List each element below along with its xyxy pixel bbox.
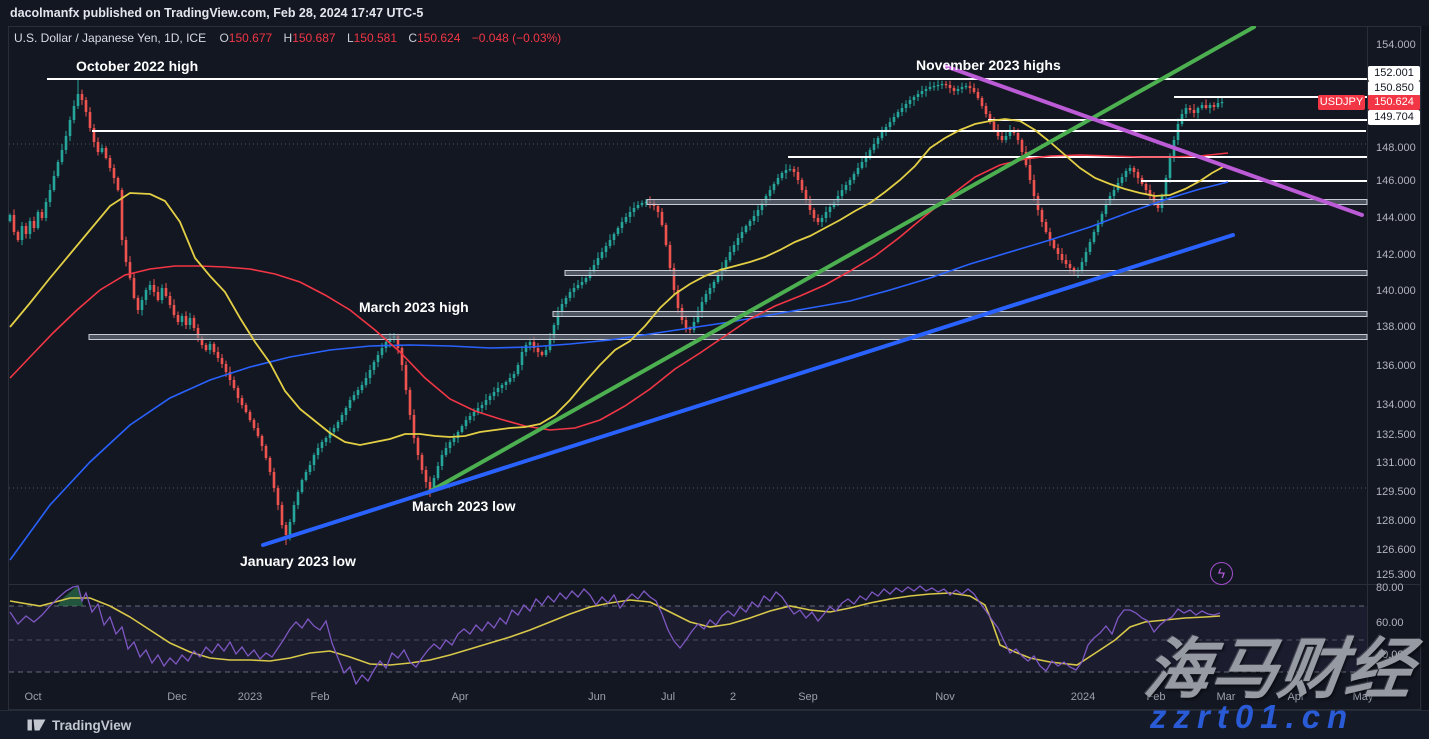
published-text: dacolmanfx published on TradingView.com,… (10, 6, 424, 20)
high-label: H (283, 31, 293, 45)
main-chart-pane[interactable] (8, 26, 1368, 584)
time-axis-label: Feb (1146, 691, 1166, 703)
price-axis-tick: 136.000 (1376, 360, 1416, 372)
price-axis-tick: 148.000 (1376, 142, 1416, 154)
price-axis-tick: 144.000 (1376, 212, 1416, 224)
rsi-indicator-pane[interactable] (8, 584, 1368, 685)
annotation-january-2023-low[interactable]: January 2023 low (240, 553, 356, 569)
price-axis-tick: 131.000 (1376, 457, 1416, 469)
ma-100-line (9, 152, 1229, 431)
gray-zone-band (552, 311, 1368, 317)
time-axis-label: 2023 (237, 691, 263, 703)
rsi-overbought-fill (57, 586, 83, 606)
change-value: −0.048 (−0.03%) (471, 31, 562, 45)
annotation-march-2023-low[interactable]: March 2023 low (412, 498, 516, 514)
time-axis-label: Apr (1287, 691, 1305, 703)
price-axis-tick: 132.500 (1376, 429, 1416, 441)
price-axis-tick: 60.00 (1376, 617, 1404, 629)
price-axis-tick: 140.000 (1376, 285, 1416, 297)
price-axis-tick: 146.000 (1376, 175, 1416, 187)
tradingview-logo-icon (27, 719, 46, 731)
open-value: 150.677 (228, 31, 273, 45)
price-axis-tick: 134.000 (1376, 399, 1416, 411)
price-axis[interactable] (1367, 26, 1421, 685)
time-axis-label: Sep (798, 691, 818, 703)
rsi-line (9, 585, 1221, 685)
symbol-legend[interactable]: U.S. Dollar / Japanese Yen, 1D, ICE O150… (14, 31, 561, 45)
time-axis-label: Dec (167, 691, 187, 703)
pane-separator[interactable] (9, 584, 1421, 585)
tradingview-brand-text: TradingView (52, 717, 132, 733)
time-axis-label: Nov (935, 691, 955, 703)
time-axis-label: 2 (729, 691, 737, 703)
price-axis-tick: 40.00 (1376, 649, 1404, 661)
ma-50-line (9, 118, 1224, 446)
open-label: O (219, 31, 229, 45)
right-gutter (1422, 26, 1429, 710)
level-price-label: 150.850 (1368, 81, 1420, 96)
trendline-descending-from-november-2023-highs[interactable] (943, 64, 1364, 217)
time-axis-label: May (1352, 691, 1374, 703)
gray-zone-band (88, 334, 1368, 340)
last-price-label: 150.624 (1368, 95, 1420, 110)
price-axis-tick: 129.500 (1376, 486, 1416, 498)
candles-layer (8, 80, 1224, 545)
watermark-site-url: zzrt01.cn (1150, 698, 1355, 735)
trendline-ascending-from-january-2023-low[interactable] (261, 233, 1235, 547)
low-value: 150.581 (353, 31, 398, 45)
symbol-title: U.S. Dollar / Japanese Yen, 1D, ICE (14, 31, 207, 45)
ma-200-line (9, 181, 1229, 561)
gray-zone-band (646, 199, 1368, 205)
time-axis-label: Feb (310, 691, 330, 703)
close-value: 150.624 (417, 31, 461, 45)
price-axis-tick: 138.000 (1376, 321, 1416, 333)
time-axis-label: 2024 (1070, 691, 1096, 703)
low-label: L (346, 31, 354, 45)
time-axis-label: Mar (1216, 691, 1236, 703)
usdjpy-price-flag: USDJPY (1318, 95, 1365, 110)
time-axis-label: Oct (24, 691, 42, 703)
boost-button[interactable]: ϟ (1210, 562, 1233, 585)
published-bar: dacolmanfx published on TradingView.com,… (0, 0, 1429, 26)
level-price-label: 149.704 (1368, 110, 1420, 125)
price-axis-tick: 128.000 (1376, 515, 1416, 527)
rsi-signal-line (9, 592, 1221, 666)
time-axis-label: Jul (660, 691, 676, 703)
time-axis-label: Apr (451, 691, 469, 703)
price-axis-tick: 125.300 (1376, 569, 1416, 581)
high-value: 150.687 (292, 31, 336, 45)
price-axis-tick: 80.00 (1376, 582, 1404, 594)
footer-bar: TradingView (0, 710, 1429, 739)
gray-zone-band (564, 270, 1368, 276)
lightning-icon: ϟ (1217, 565, 1226, 581)
annotation-november-2023-highs[interactable]: November 2023 highs (916, 57, 1061, 73)
annotation-march-2023-high[interactable]: March 2023 high (359, 299, 469, 315)
price-axis-tick: 142.000 (1376, 249, 1416, 261)
close-label: C (408, 31, 418, 45)
level-price-label: 152.001 (1368, 66, 1420, 81)
price-axis-tick: 126.600 (1376, 544, 1416, 556)
trendline-ascending-from-march-2023-low[interactable] (425, 26, 1256, 495)
time-axis-label: Jun (588, 691, 606, 703)
price-axis-tick: 154.000 (1376, 39, 1416, 51)
tradingview-brand[interactable]: TradingView (27, 717, 131, 733)
annotation-october-2022-high[interactable]: October 2022 high (76, 58, 199, 74)
